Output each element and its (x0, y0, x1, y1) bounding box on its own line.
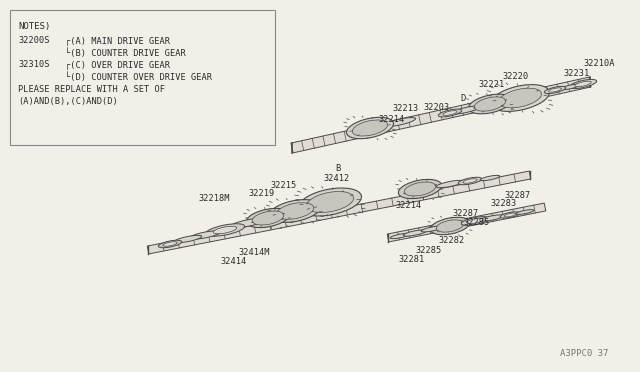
Ellipse shape (346, 117, 394, 139)
Ellipse shape (499, 88, 541, 108)
Text: 32200S: 32200S (18, 36, 49, 45)
Ellipse shape (570, 80, 596, 89)
Text: └(B) COUNTER DRIVE GEAR: └(B) COUNTER DRIVE GEAR (65, 48, 186, 58)
Text: PLEASE REPLACE WITH A SET OF: PLEASE REPLACE WITH A SET OF (18, 85, 165, 94)
Text: 32214: 32214 (395, 201, 421, 209)
Ellipse shape (205, 224, 244, 236)
Ellipse shape (504, 213, 516, 217)
Ellipse shape (174, 235, 202, 243)
Text: 32203: 32203 (424, 103, 450, 112)
Ellipse shape (480, 215, 504, 221)
Polygon shape (387, 203, 546, 242)
Text: 32218M: 32218M (198, 193, 230, 202)
Text: (A)AND(B),(C)AND(D): (A)AND(B),(C)AND(D) (18, 97, 118, 106)
Ellipse shape (403, 230, 427, 236)
Text: 32210A: 32210A (583, 58, 614, 67)
Text: 32283: 32283 (490, 199, 516, 208)
Text: ┌(A) MAIN DRIVE GEAR: ┌(A) MAIN DRIVE GEAR (65, 36, 170, 45)
Ellipse shape (436, 220, 464, 232)
Ellipse shape (430, 217, 470, 235)
Polygon shape (291, 77, 591, 153)
Ellipse shape (452, 106, 479, 114)
Ellipse shape (463, 179, 477, 183)
Ellipse shape (461, 217, 489, 225)
Text: 32285: 32285 (464, 218, 490, 227)
Text: 32310S: 32310S (18, 60, 49, 69)
Ellipse shape (560, 84, 580, 90)
Ellipse shape (298, 188, 362, 216)
Ellipse shape (213, 226, 237, 234)
Text: 32412: 32412 (323, 173, 349, 183)
Text: 32287: 32287 (504, 190, 531, 199)
Ellipse shape (158, 240, 182, 248)
Text: NOTES): NOTES) (18, 22, 51, 31)
Ellipse shape (246, 208, 290, 228)
Ellipse shape (443, 110, 457, 115)
Text: 32219: 32219 (248, 189, 275, 198)
Text: 32214: 32214 (378, 115, 404, 124)
Text: A3PPC0 37: A3PPC0 37 (560, 349, 609, 358)
Ellipse shape (516, 210, 534, 214)
Ellipse shape (353, 120, 388, 136)
Text: 32221: 32221 (478, 80, 504, 89)
Ellipse shape (438, 109, 461, 117)
Text: └(D) COUNTER OVER DRIVE GEAR: └(D) COUNTER OVER DRIVE GEAR (65, 72, 212, 82)
Ellipse shape (307, 192, 354, 212)
Ellipse shape (421, 226, 443, 232)
Text: 32414: 32414 (220, 257, 246, 266)
Ellipse shape (575, 81, 591, 87)
Text: D: D (460, 93, 465, 103)
Ellipse shape (458, 177, 482, 185)
Text: ┌(C) OVER DRIVE GEAR: ┌(C) OVER DRIVE GEAR (65, 60, 170, 69)
Text: 32285: 32285 (415, 246, 441, 254)
Ellipse shape (276, 203, 314, 219)
Ellipse shape (269, 200, 321, 222)
Text: 32213: 32213 (392, 103, 419, 112)
Ellipse shape (404, 182, 436, 196)
Text: 32215: 32215 (270, 180, 296, 189)
Ellipse shape (480, 175, 500, 181)
Ellipse shape (163, 242, 177, 246)
Text: 32281: 32281 (398, 256, 424, 264)
Ellipse shape (189, 231, 221, 239)
Ellipse shape (544, 86, 566, 94)
Ellipse shape (436, 180, 464, 187)
Ellipse shape (500, 212, 520, 218)
Ellipse shape (385, 118, 415, 126)
Text: 32220: 32220 (502, 71, 528, 80)
Ellipse shape (467, 218, 483, 224)
Ellipse shape (474, 97, 506, 111)
Ellipse shape (398, 179, 442, 199)
Bar (10, 10, 275, 145)
Text: 32282: 32282 (438, 235, 464, 244)
Ellipse shape (390, 233, 410, 238)
Polygon shape (147, 171, 531, 254)
Text: 32287: 32287 (452, 208, 478, 218)
Text: 32231: 32231 (563, 68, 589, 77)
Text: B: B (335, 164, 340, 173)
Text: 32414M: 32414M (238, 247, 269, 257)
Ellipse shape (230, 218, 266, 228)
Ellipse shape (491, 84, 549, 111)
Ellipse shape (252, 211, 284, 225)
Ellipse shape (548, 88, 561, 92)
Ellipse shape (468, 94, 511, 114)
